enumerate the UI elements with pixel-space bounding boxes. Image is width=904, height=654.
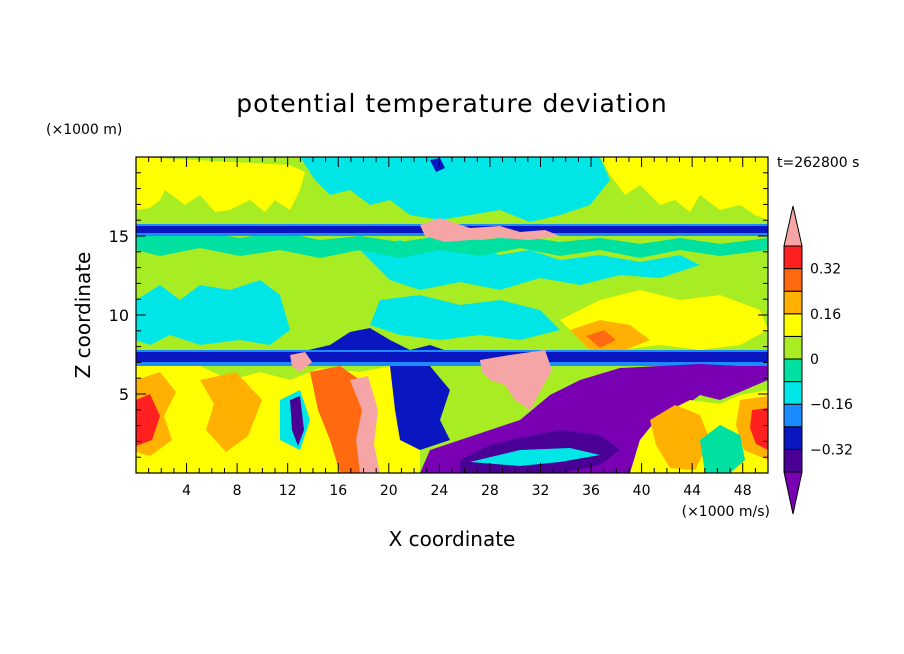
bl-blue-mid [390,366,450,450]
colorbar-segment [783,448,803,473]
y-tick-label: 5 [119,385,129,404]
x-tick-label: 16 [329,483,347,499]
bl-pink-left [290,352,312,372]
x-unit-label: (×1000 m/s) [682,504,770,520]
colorbar: 0.32 0.16 0 −0.16 −0.32 [783,205,853,515]
colorbar-tick-label: 0.16 [810,307,841,323]
y-tick-label: 10 [109,306,129,325]
x-tick-label: 4 [182,483,191,499]
y-tick-label: 15 [109,227,129,246]
x-tick-label: 36 [582,483,600,499]
x-tick-label: 8 [233,483,242,499]
colorbar-tick-label: −0.16 [810,397,853,413]
bl-navy-left-streak [290,396,304,446]
x-tick-label: 48 [734,483,752,499]
colorbar-under-triangle [783,471,803,515]
colorbar-tick-label: 0.32 [810,262,841,278]
colorbar-tick-label: −0.32 [810,442,853,458]
mid-cyan-left [136,280,290,345]
top-blue-spot [430,158,445,172]
upper-right-positive [600,157,768,220]
colorbar-segment [783,313,803,337]
upper-cyan-band [300,157,610,222]
colorbar-over-triangle [783,205,803,247]
bl-red-right [750,408,768,450]
x-axis: 4 8 12 16 20 24 28 32 36 40 44 48 [148,157,756,499]
colorbar-tick-label: 0 [810,352,819,368]
mid-red-core [586,330,616,348]
upper-positive-band [136,157,345,212]
bl-red-left [136,394,160,446]
bl-cyan-streaks [470,448,600,466]
y-unit-label: (×1000 m) [46,122,122,138]
y-axis: 5 10 15 [109,172,768,458]
x-tick-label: 28 [481,483,499,499]
bl-green-right [700,425,745,473]
colorbar-segment [783,245,803,270]
chart-title: potential temperature deviation [236,89,667,118]
x-tick-label: 24 [430,483,448,499]
y-axis-label: Z coordinate [71,252,95,379]
upper-cyan-2 [360,240,700,290]
tropopause-cyan-line [136,224,768,236]
contour-field [136,157,768,473]
x-tick-label: 20 [380,483,398,499]
x-tick-label: 12 [279,483,297,499]
x-tick-label: 44 [683,483,701,499]
colorbar-segment [783,403,803,428]
bl-pink-center [480,350,552,410]
colorbar-segment [783,268,803,292]
bl-orange-right [650,396,768,470]
bl-top-blue [136,328,768,362]
bl-positive-left [136,366,420,473]
mid-cyan-right [370,295,560,340]
tropopause-pink-patch [420,218,560,242]
colorbar-segment [783,358,803,383]
x-tick-label: 32 [532,483,550,499]
bl-orange-left [136,372,262,456]
x-tick-label: 40 [633,483,651,499]
colorbar-segment [783,290,803,315]
upper-green-patch [136,230,768,258]
colorbar-segment [783,426,803,450]
bl-pink-column [350,376,380,473]
time-label: t=262800 s [777,155,859,171]
x-axis-label: X coordinate [389,527,516,551]
colorbar-segment [783,335,803,360]
colorbar-segment [783,381,803,405]
